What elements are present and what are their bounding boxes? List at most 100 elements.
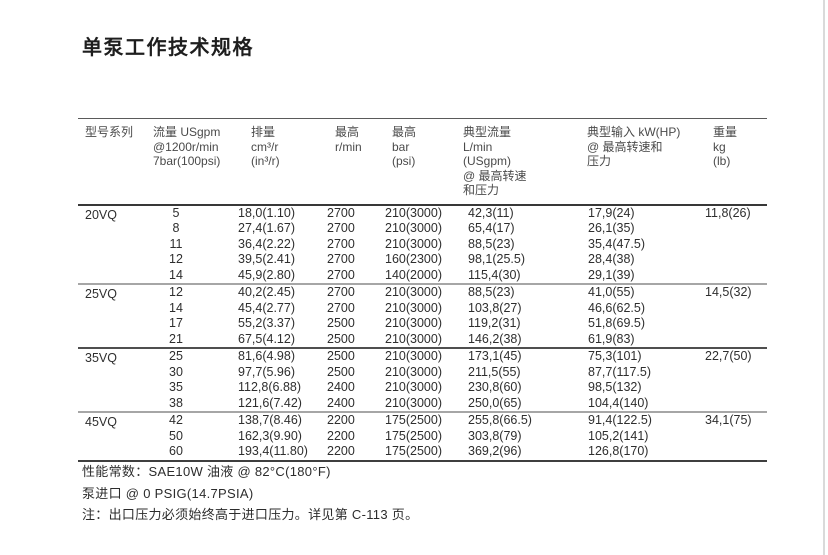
cell-typical-input: 26,1(35) — [588, 221, 635, 235]
cell-flow: 12 — [169, 252, 183, 266]
cell-weight: 34,1(75) — [698, 411, 767, 461]
cell-typical-input: 91,4(122.5) — [580, 411, 698, 429]
table-row: 21 67,5(4.12) 2500 210(3000) 146,2(38) 61,9(8… — [78, 332, 767, 349]
note-line: 性能常数：SAE10W 油液 @ 82°C(180°F) — [82, 464, 331, 479]
cell-typical-flow: 146,2(38) — [468, 331, 522, 346]
table-row: 38 121,6(7.42) 2400 210(3000) 250,0(65) 104,4… — [78, 396, 767, 413]
cell-typical-input: 104,4(140) — [588, 395, 649, 410]
cell-typical-flow: 230,8(60) — [468, 380, 522, 394]
cell-flow: 5 — [172, 205, 180, 220]
cell-typical-input: 75,3(101) — [580, 347, 698, 365]
cell-max-pressure: 140(2000) — [385, 267, 442, 282]
cell-max-speed: 2700 — [327, 205, 355, 220]
model-series-label: 20VQ — [85, 207, 117, 222]
cell-max-speed: 2400 — [327, 380, 355, 394]
page-title: 单泵工作技术规格 — [82, 37, 254, 59]
cell-typical-flow: 119,2(31) — [468, 316, 521, 330]
cell-flow: 50 — [169, 428, 183, 443]
cell-max-speed: 2400 — [327, 395, 355, 410]
cell-flow: 11 — [169, 236, 183, 251]
model-series-label: 35VQ — [78, 347, 148, 412]
cell-max-speed: 2500 — [327, 316, 355, 330]
right-edge-divider — [823, 0, 825, 555]
cell-typical-input: 46,6(62.5) — [588, 300, 645, 315]
cell-typical-flow: 250,0(65) — [468, 395, 522, 410]
table-row: 45VQ 42 138,7(8.46) 2200 175(2500) 255,8(66.5… — [78, 411, 767, 461]
table-row: 12 39,5(2.41) 2700 160(2300) 98,1(25.5) 28,4(… — [78, 252, 767, 268]
header-row: 型号系列 流量 USgpm @1200r/min 7bar(100psi) 排量 cm³/… — [78, 118, 767, 206]
cell-weight: 14,5(32) — [698, 283, 767, 348]
cell-max-speed: 2200 — [327, 428, 355, 443]
cell-typical-input: 35,4(47.5) — [588, 236, 645, 251]
cell-flow: 21 — [169, 331, 183, 346]
cell-typical-input: 29,1(39) — [588, 267, 635, 282]
cell-max-pressure: 175(2500) — [385, 444, 442, 458]
cell-typical-flow: 98,1(25.5) — [468, 252, 525, 266]
cell-max-pressure: 210(3000) — [385, 221, 442, 235]
cell-typical-flow: 303,8(79) — [468, 428, 522, 443]
column-header-max_pressure: 最高 bar (psi) — [382, 118, 460, 206]
cell-displacement: 112,8(6.88) — [238, 380, 302, 394]
cell-max-speed: 2200 — [327, 444, 355, 458]
cell-max-speed: 2700 — [327, 252, 355, 266]
cell-flow: 17 — [169, 316, 183, 330]
cell-flow: 42 — [148, 411, 234, 429]
column-header-weight: 重量 kg (lb) — [698, 118, 767, 206]
cell-flow: 14 — [169, 300, 183, 315]
cell-typical-input: 61,9(83) — [588, 331, 635, 346]
cell-flow: 8 — [172, 221, 180, 235]
cell-typical-input: 51,8(69.5) — [588, 316, 645, 330]
cell-flow: 25 — [148, 347, 234, 365]
cell-typical-flow: 103,8(27) — [468, 300, 522, 315]
cell-displacement: 45,4(2.77) — [238, 300, 295, 315]
table-row: 25VQ 12 40,2(2.45) 2700 210(3000) 88,5(23) 41,… — [78, 283, 767, 348]
cell-typical-input: 98,5(132) — [588, 380, 642, 394]
cell-max-pressure: 210(3000) — [385, 236, 442, 251]
cell-displacement: 27,4(1.67) — [238, 221, 295, 235]
table-row: 30 97,7(5.96) 2500 210(3000) 211,5(55) 87,7(1… — [78, 365, 767, 381]
table-row: 60 193,4(11.80) 2200 175(2500) 369,2(96) 126,… — [78, 444, 767, 461]
cell-typical-flow: 88,5(23) — [468, 236, 515, 251]
notes: 性能常数：SAE10W 油液 @ 82°C(180°F) 泵进口 @ 0 PSI… — [82, 461, 418, 526]
cell-typical-flow: 42,3(11) — [468, 205, 514, 220]
cell-displacement: 39,5(2.41) — [238, 252, 295, 266]
cell-typical-input: 105,2(141) — [588, 428, 649, 443]
cell-displacement: 121,6(7.42) — [238, 395, 302, 410]
model-series-label: 45VQ — [78, 411, 148, 461]
cell-displacement: 55,2(3.37) — [238, 316, 295, 330]
cell-max-speed: 2700 — [327, 267, 355, 282]
column-header-typical_input: 典型输入 kW(HP) @ 最高转速和 压力 — [580, 118, 698, 206]
cell-flow: 38 — [169, 395, 183, 410]
table-row: 20VQ 5 18,0(1.10) 2700 210(3000) 42,3(11) 17,9… — [78, 205, 767, 222]
cell-max-speed: 2700 — [327, 236, 355, 251]
cell-max-speed: 2500 — [327, 331, 355, 346]
cell-displacement: 97,7(5.96) — [238, 364, 295, 379]
cell-displacement: 81,6(4.98) — [234, 347, 325, 365]
table-row: 35VQ 25 81,6(4.98) 2500 210(3000) 173,1(45) 75… — [78, 347, 767, 412]
table-row: 17 55,2(3.37) 2500 210(3000) 119,2(31) 51,8(6… — [78, 316, 767, 332]
cell-max-pressure: 210(3000) — [385, 364, 442, 379]
cell-max-pressure: 210(3000) — [385, 300, 442, 315]
table-row: 35 112,8(6.88) 2400 210(3000) 230,8(60) 98,5(… — [78, 380, 767, 396]
cell-max-pressure: 210(3000) — [385, 380, 442, 394]
cell-max-pressure: 210(3000) — [382, 283, 460, 301]
table-row: 14 45,4(2.77) 2700 210(3000) 103,8(27) 46,6(6… — [78, 301, 767, 317]
column-header-typical_flow: 典型流量 L/min (USgpm) @ 最高转速 和压力 — [460, 118, 580, 206]
cell-max-speed: 2500 — [325, 347, 382, 365]
cell-max-speed: 2700 — [327, 300, 355, 315]
cell-max-pressure: 210(3000) — [382, 347, 460, 365]
cell-max-pressure: 160(2300) — [385, 252, 442, 266]
cell-typical-input: 126,8(170) — [588, 444, 649, 458]
column-header-flow: 流量 USgpm @1200r/min 7bar(100psi) — [148, 118, 234, 206]
cell-typical-flow: 369,2(96) — [468, 444, 522, 458]
cell-max-pressure: 210(3000) — [385, 316, 442, 330]
cell-typical-flow: 173,1(45) — [460, 347, 580, 365]
cell-max-speed: 2700 — [325, 283, 382, 301]
table-row: 8 27,4(1.67) 2700 210(3000) 65,4(17) 26,1(35) — [78, 221, 767, 237]
cell-typical-input: 17,9(24) — [588, 205, 635, 220]
spec-table: 型号系列 流量 USgpm @1200r/min 7bar(100psi) 排量 cm³/… — [78, 118, 767, 462]
cell-typical-flow: 211,5(55) — [468, 364, 521, 379]
cell-typical-input: 28,4(38) — [588, 252, 635, 266]
table-row: 11 36,4(2.22) 2700 210(3000) 88,5(23) 35,4(47… — [78, 237, 767, 253]
cell-displacement: 40,2(2.45) — [234, 283, 325, 301]
